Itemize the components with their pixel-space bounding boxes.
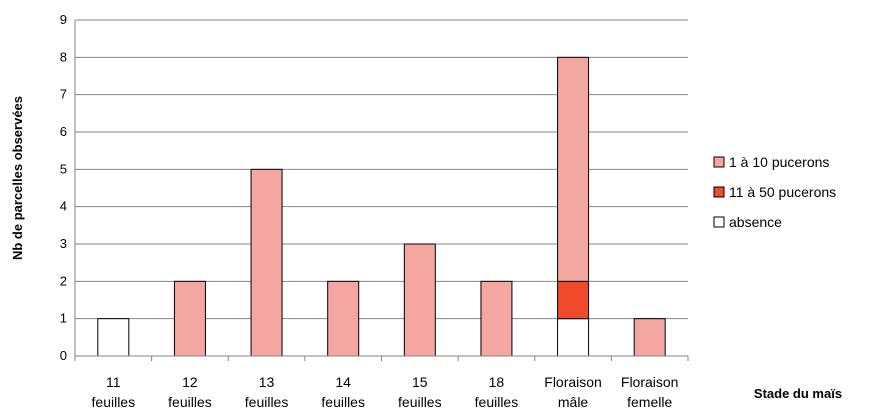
legend-swatch — [713, 216, 725, 228]
y-tick-label: 5 — [60, 161, 67, 176]
legend-swatch — [713, 156, 725, 168]
gridlines — [75, 19, 688, 320]
x-tick-labels: 11 feuilles 12 feuilles 13 feuilles 14 feuilles… — [92, 374, 679, 410]
bar-segment — [557, 56, 590, 282]
legend-label: absence — [729, 214, 782, 230]
y-tick-labels: 0 1 2 3 4 5 6 7 8 9 — [60, 12, 67, 363]
legend-swatch — [713, 186, 725, 198]
bar-segment — [327, 280, 360, 357]
y-tick-label: 9 — [60, 12, 67, 27]
bar-segment — [557, 318, 590, 357]
bars — [97, 56, 666, 357]
x-tick-label: 15 feuilles — [398, 374, 442, 410]
x-tick-label: 12 feuilles — [168, 374, 212, 410]
x-tick-label: 13 feuilles — [245, 374, 289, 410]
bar-segment — [480, 280, 513, 357]
bar-segment — [403, 243, 436, 357]
bar-segment — [633, 318, 666, 357]
bar-segment — [250, 168, 283, 357]
x-tick-label: 18 feuilles — [475, 374, 519, 410]
y-tick-label: 4 — [60, 199, 67, 214]
x-tick-label: Floraison femelle — [621, 374, 679, 410]
x-axis-label: Stade du maïs — [754, 386, 842, 401]
y-tick-label: 0 — [60, 348, 67, 363]
bar-segment — [173, 280, 206, 357]
bar-segment — [97, 318, 130, 357]
legend: 1 à 10 pucerons 11 à 50 pucerons absence — [713, 154, 836, 230]
y-tick-label: 3 — [60, 236, 67, 251]
x-tick-label: Floraison mâle — [544, 374, 602, 410]
legend-label: 1 à 10 pucerons — [729, 154, 829, 170]
y-tick-label: 1 — [60, 311, 67, 326]
x-tick-label: 11 feuilles — [92, 374, 136, 410]
legend-label: 11 à 50 pucerons — [729, 184, 836, 200]
y-tick-label: 2 — [60, 273, 67, 288]
axes — [74, 20, 689, 361]
bar-segment — [557, 280, 590, 320]
y-tick-label: 8 — [60, 49, 67, 64]
y-tick-label: 7 — [60, 87, 67, 102]
y-axis-label: Nb de parcelles observées — [10, 96, 25, 260]
y-tick-label: 6 — [60, 124, 67, 139]
x-tick-label: 14 feuilles — [321, 374, 365, 410]
